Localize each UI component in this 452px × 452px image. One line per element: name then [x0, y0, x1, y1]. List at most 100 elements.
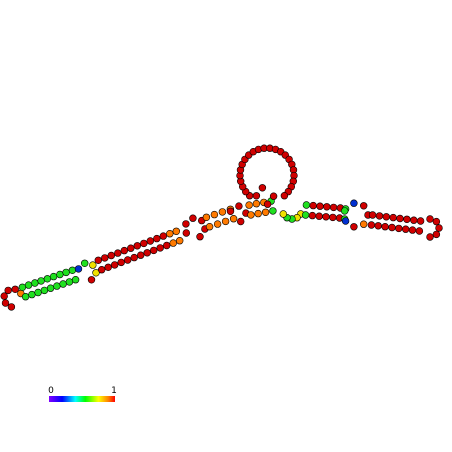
- nucleotide: [416, 217, 425, 225]
- nucleotide: [426, 233, 434, 241]
- nucleotide: [341, 217, 350, 225]
- nucleotides: [0, 144, 443, 311]
- nucleotide: [210, 210, 219, 219]
- nucleotide: [1, 299, 10, 307]
- nucleotide: [309, 201, 317, 210]
- nucleotide: [432, 217, 441, 226]
- nucleotide: [117, 258, 125, 267]
- nucleotide: [62, 268, 70, 277]
- colorbar-max: 1: [111, 386, 117, 396]
- nucleotide: [229, 215, 238, 223]
- nucleotide: [0, 292, 8, 300]
- nucleotide: [396, 214, 404, 223]
- nucleotide: [31, 279, 39, 287]
- nucleotide: [153, 234, 161, 243]
- nucleotide: [435, 224, 443, 232]
- nucleotide: [374, 222, 382, 230]
- nucleotide: [53, 282, 61, 290]
- nucleotide: [59, 280, 67, 288]
- nucleotide: [368, 211, 377, 219]
- nucleotide: [140, 239, 148, 248]
- nucleotide: [101, 254, 109, 262]
- nucleotide: [322, 213, 330, 221]
- nucleotide: [120, 246, 129, 255]
- nucleotide: [360, 202, 368, 210]
- nucleotide: [350, 199, 358, 207]
- nucleotide: [80, 259, 89, 267]
- nucleotide: [315, 212, 323, 220]
- nucleotide: [68, 266, 77, 274]
- nucleotide: [279, 210, 287, 218]
- nucleotide: [202, 213, 211, 222]
- nucleotide: [375, 212, 384, 220]
- nucleotide: [415, 227, 424, 235]
- nucleotide: [40, 286, 49, 295]
- nucleotide: [146, 237, 155, 245]
- nucleotide: [205, 223, 214, 231]
- nucleotide: [21, 293, 30, 301]
- nucleotide: [252, 200, 261, 208]
- nucleotide: [388, 223, 396, 232]
- nucleotide: [172, 227, 181, 236]
- nucleotide: [301, 211, 310, 219]
- nucleotide: [163, 241, 171, 250]
- nucleotide: [382, 213, 390, 221]
- nucleotide: [269, 207, 277, 215]
- nucleotide: [280, 192, 289, 200]
- nucleotide: [169, 239, 177, 247]
- nucleotide: [189, 214, 197, 222]
- nucleotide: [143, 249, 151, 257]
- nucleotide: [350, 223, 358, 231]
- nucleotide: [269, 192, 278, 200]
- nucleotide: [389, 213, 397, 222]
- nucleotide: [196, 233, 204, 241]
- nucleotide: [213, 220, 222, 228]
- nucleotide: [226, 207, 235, 216]
- nucleotide: [87, 276, 96, 284]
- nucleotide: [316, 202, 324, 210]
- nucleotide: [127, 244, 135, 252]
- nucleotide: [308, 211, 317, 220]
- nucleotide: [24, 281, 33, 289]
- nucleotide: [4, 286, 12, 295]
- nucleotide: [137, 251, 145, 259]
- nucleotide: [408, 226, 417, 234]
- nucleotide: [329, 203, 338, 212]
- nucleotide: [410, 216, 418, 224]
- colorbar-min: 0: [48, 386, 54, 396]
- nucleotide: [360, 220, 368, 228]
- nucleotide: [263, 200, 272, 208]
- nucleotide: [34, 288, 42, 297]
- nucleotide: [133, 242, 142, 250]
- nucleotide: [89, 261, 97, 269]
- nucleotide: [261, 208, 270, 217]
- nucleotide: [182, 220, 190, 228]
- nucleotide: [92, 269, 100, 277]
- nucleotide: [258, 184, 267, 192]
- nucleotide: [49, 272, 58, 281]
- nucleotide: [367, 221, 376, 229]
- nucleotide: [323, 203, 331, 211]
- nucleotide: [254, 209, 262, 218]
- nucleotide: [110, 261, 119, 269]
- nucleotide: [176, 237, 184, 245]
- nucleotide: [156, 244, 164, 252]
- nucleotide: [159, 232, 168, 240]
- nucleotide: [7, 303, 16, 311]
- nucleotide: [123, 256, 132, 264]
- nucleotide: [302, 201, 311, 209]
- nucleotide: [130, 253, 138, 262]
- nucleotide: [74, 265, 83, 273]
- nucleotide: [432, 230, 441, 239]
- nucleotide: [43, 275, 52, 283]
- nucleotide: [403, 215, 411, 224]
- nucleotide: [247, 211, 255, 219]
- nucleotide: [97, 266, 106, 274]
- nucleotide: [56, 270, 64, 279]
- nucleotide: [37, 277, 45, 285]
- colorbar: [49, 396, 115, 402]
- nucleotide: [182, 229, 191, 237]
- nucleotide: [71, 276, 80, 284]
- nucleotide: [245, 201, 253, 209]
